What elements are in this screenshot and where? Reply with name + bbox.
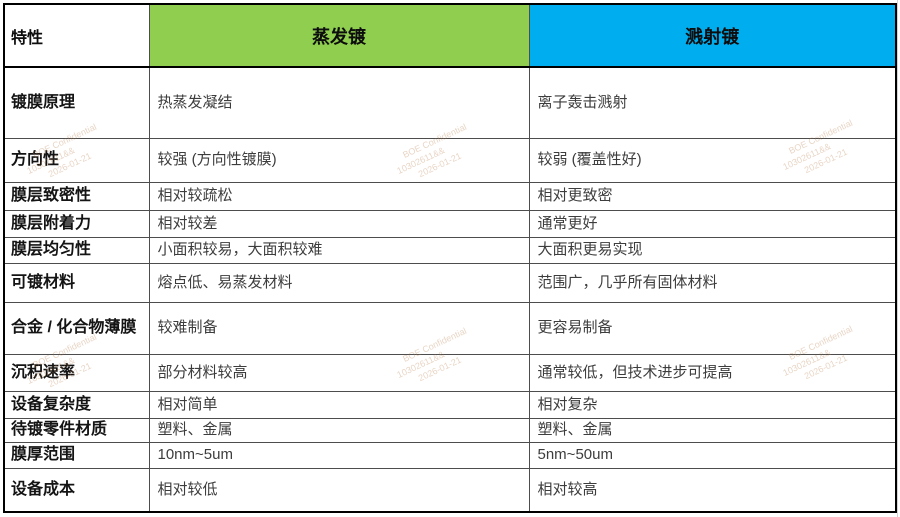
cell-sputtering: 通常较低，但技术进步可提高 bbox=[528, 353, 897, 392]
cell-sputtering: 较弱 (覆盖性好) bbox=[528, 137, 897, 183]
row-label: 设备复杂度 bbox=[3, 390, 150, 419]
table-row: 膜层致密性 相对较疏松 相对更致密 bbox=[3, 181, 897, 211]
cell-sputtering: 相对较高 bbox=[528, 467, 897, 513]
cell-evaporation: 小面积较易，大面积较难 bbox=[148, 236, 530, 264]
table-row: 合金 / 化合物薄膜 较难制备 更容易制备 bbox=[3, 301, 897, 355]
cell-sputtering: 离子轰击溅射 bbox=[528, 66, 897, 139]
header-row: 特性 蒸发镀 溅射镀 bbox=[3, 3, 897, 68]
row-label: 沉积速率 bbox=[3, 353, 150, 392]
cell-evaporation: 10nm~5um bbox=[148, 441, 530, 469]
cell-evaporation: 相对较低 bbox=[148, 467, 530, 513]
table-row: 膜层附着力 相对较差 通常更好 bbox=[3, 209, 897, 238]
cell-evaporation: 塑料、金属 bbox=[148, 417, 530, 443]
cell-evaporation: 较难制备 bbox=[148, 301, 530, 355]
cell-evaporation: 相对简单 bbox=[148, 390, 530, 419]
table-row: 设备复杂度 相对简单 相对复杂 bbox=[3, 390, 897, 419]
row-label: 待镀零件材质 bbox=[3, 417, 150, 443]
row-label: 膜厚范围 bbox=[3, 441, 150, 469]
table-row: 膜层均匀性 小面积较易，大面积较难 大面积更易实现 bbox=[3, 236, 897, 264]
cell-sputtering: 相对复杂 bbox=[528, 390, 897, 419]
row-label: 设备成本 bbox=[3, 467, 150, 513]
row-label: 膜层附着力 bbox=[3, 209, 150, 238]
cell-sputtering: 塑料、金属 bbox=[528, 417, 897, 443]
cell-sputtering: 范围广，几乎所有固体材料 bbox=[528, 262, 897, 303]
row-label: 方向性 bbox=[3, 137, 150, 183]
row-label: 膜层均匀性 bbox=[3, 236, 150, 264]
cell-evaporation: 部分材料较高 bbox=[148, 353, 530, 392]
table-row: 可镀材料 熔点低、易蒸发材料 范围广，几乎所有固体材料 bbox=[3, 262, 897, 303]
row-label: 合金 / 化合物薄膜 bbox=[3, 301, 150, 355]
cell-evaporation: 较强 (方向性镀膜) bbox=[148, 137, 530, 183]
table-row: 镀膜原理 热蒸发凝结 离子轰击溅射 bbox=[3, 66, 897, 139]
cell-evaporation: 热蒸发凝结 bbox=[148, 66, 530, 139]
header-feature: 特性 bbox=[3, 3, 150, 68]
table-row: 待镀零件材质 塑料、金属 塑料、金属 bbox=[3, 417, 897, 443]
table-row: 设备成本 相对较低 相对较高 bbox=[3, 467, 897, 513]
cell-sputtering: 通常更好 bbox=[528, 209, 897, 238]
row-label: 可镀材料 bbox=[3, 262, 150, 303]
comparison-table: 特性 蒸发镀 溅射镀 镀膜原理 热蒸发凝结 离子轰击溅射 方向性 较强 (方向性… bbox=[3, 3, 897, 513]
cell-sputtering: 更容易制备 bbox=[528, 301, 897, 355]
header-sputtering: 溅射镀 bbox=[528, 3, 897, 68]
cell-evaporation: 相对较疏松 bbox=[148, 181, 530, 211]
cell-sputtering: 大面积更易实现 bbox=[528, 236, 897, 264]
window-edge-line bbox=[897, 0, 898, 517]
cell-evaporation: 相对较差 bbox=[148, 209, 530, 238]
table-row: 沉积速率 部分材料较高 通常较低，但技术进步可提高 bbox=[3, 353, 897, 392]
cell-evaporation: 熔点低、易蒸发材料 bbox=[148, 262, 530, 303]
row-label: 镀膜原理 bbox=[3, 66, 150, 139]
table-row: 膜厚范围 10nm~5um 5nm~50um bbox=[3, 441, 897, 469]
header-evaporation: 蒸发镀 bbox=[148, 3, 530, 68]
cell-sputtering: 5nm~50um bbox=[528, 441, 897, 469]
cell-sputtering: 相对更致密 bbox=[528, 181, 897, 211]
row-label: 膜层致密性 bbox=[3, 181, 150, 211]
table-row: 方向性 较强 (方向性镀膜) 较弱 (覆盖性好) bbox=[3, 137, 897, 183]
